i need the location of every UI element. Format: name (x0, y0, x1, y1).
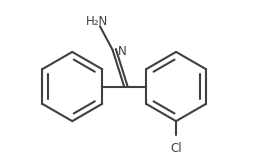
Text: Cl: Cl (170, 142, 182, 155)
Text: N: N (118, 45, 126, 58)
Text: H₂N: H₂N (86, 15, 108, 28)
